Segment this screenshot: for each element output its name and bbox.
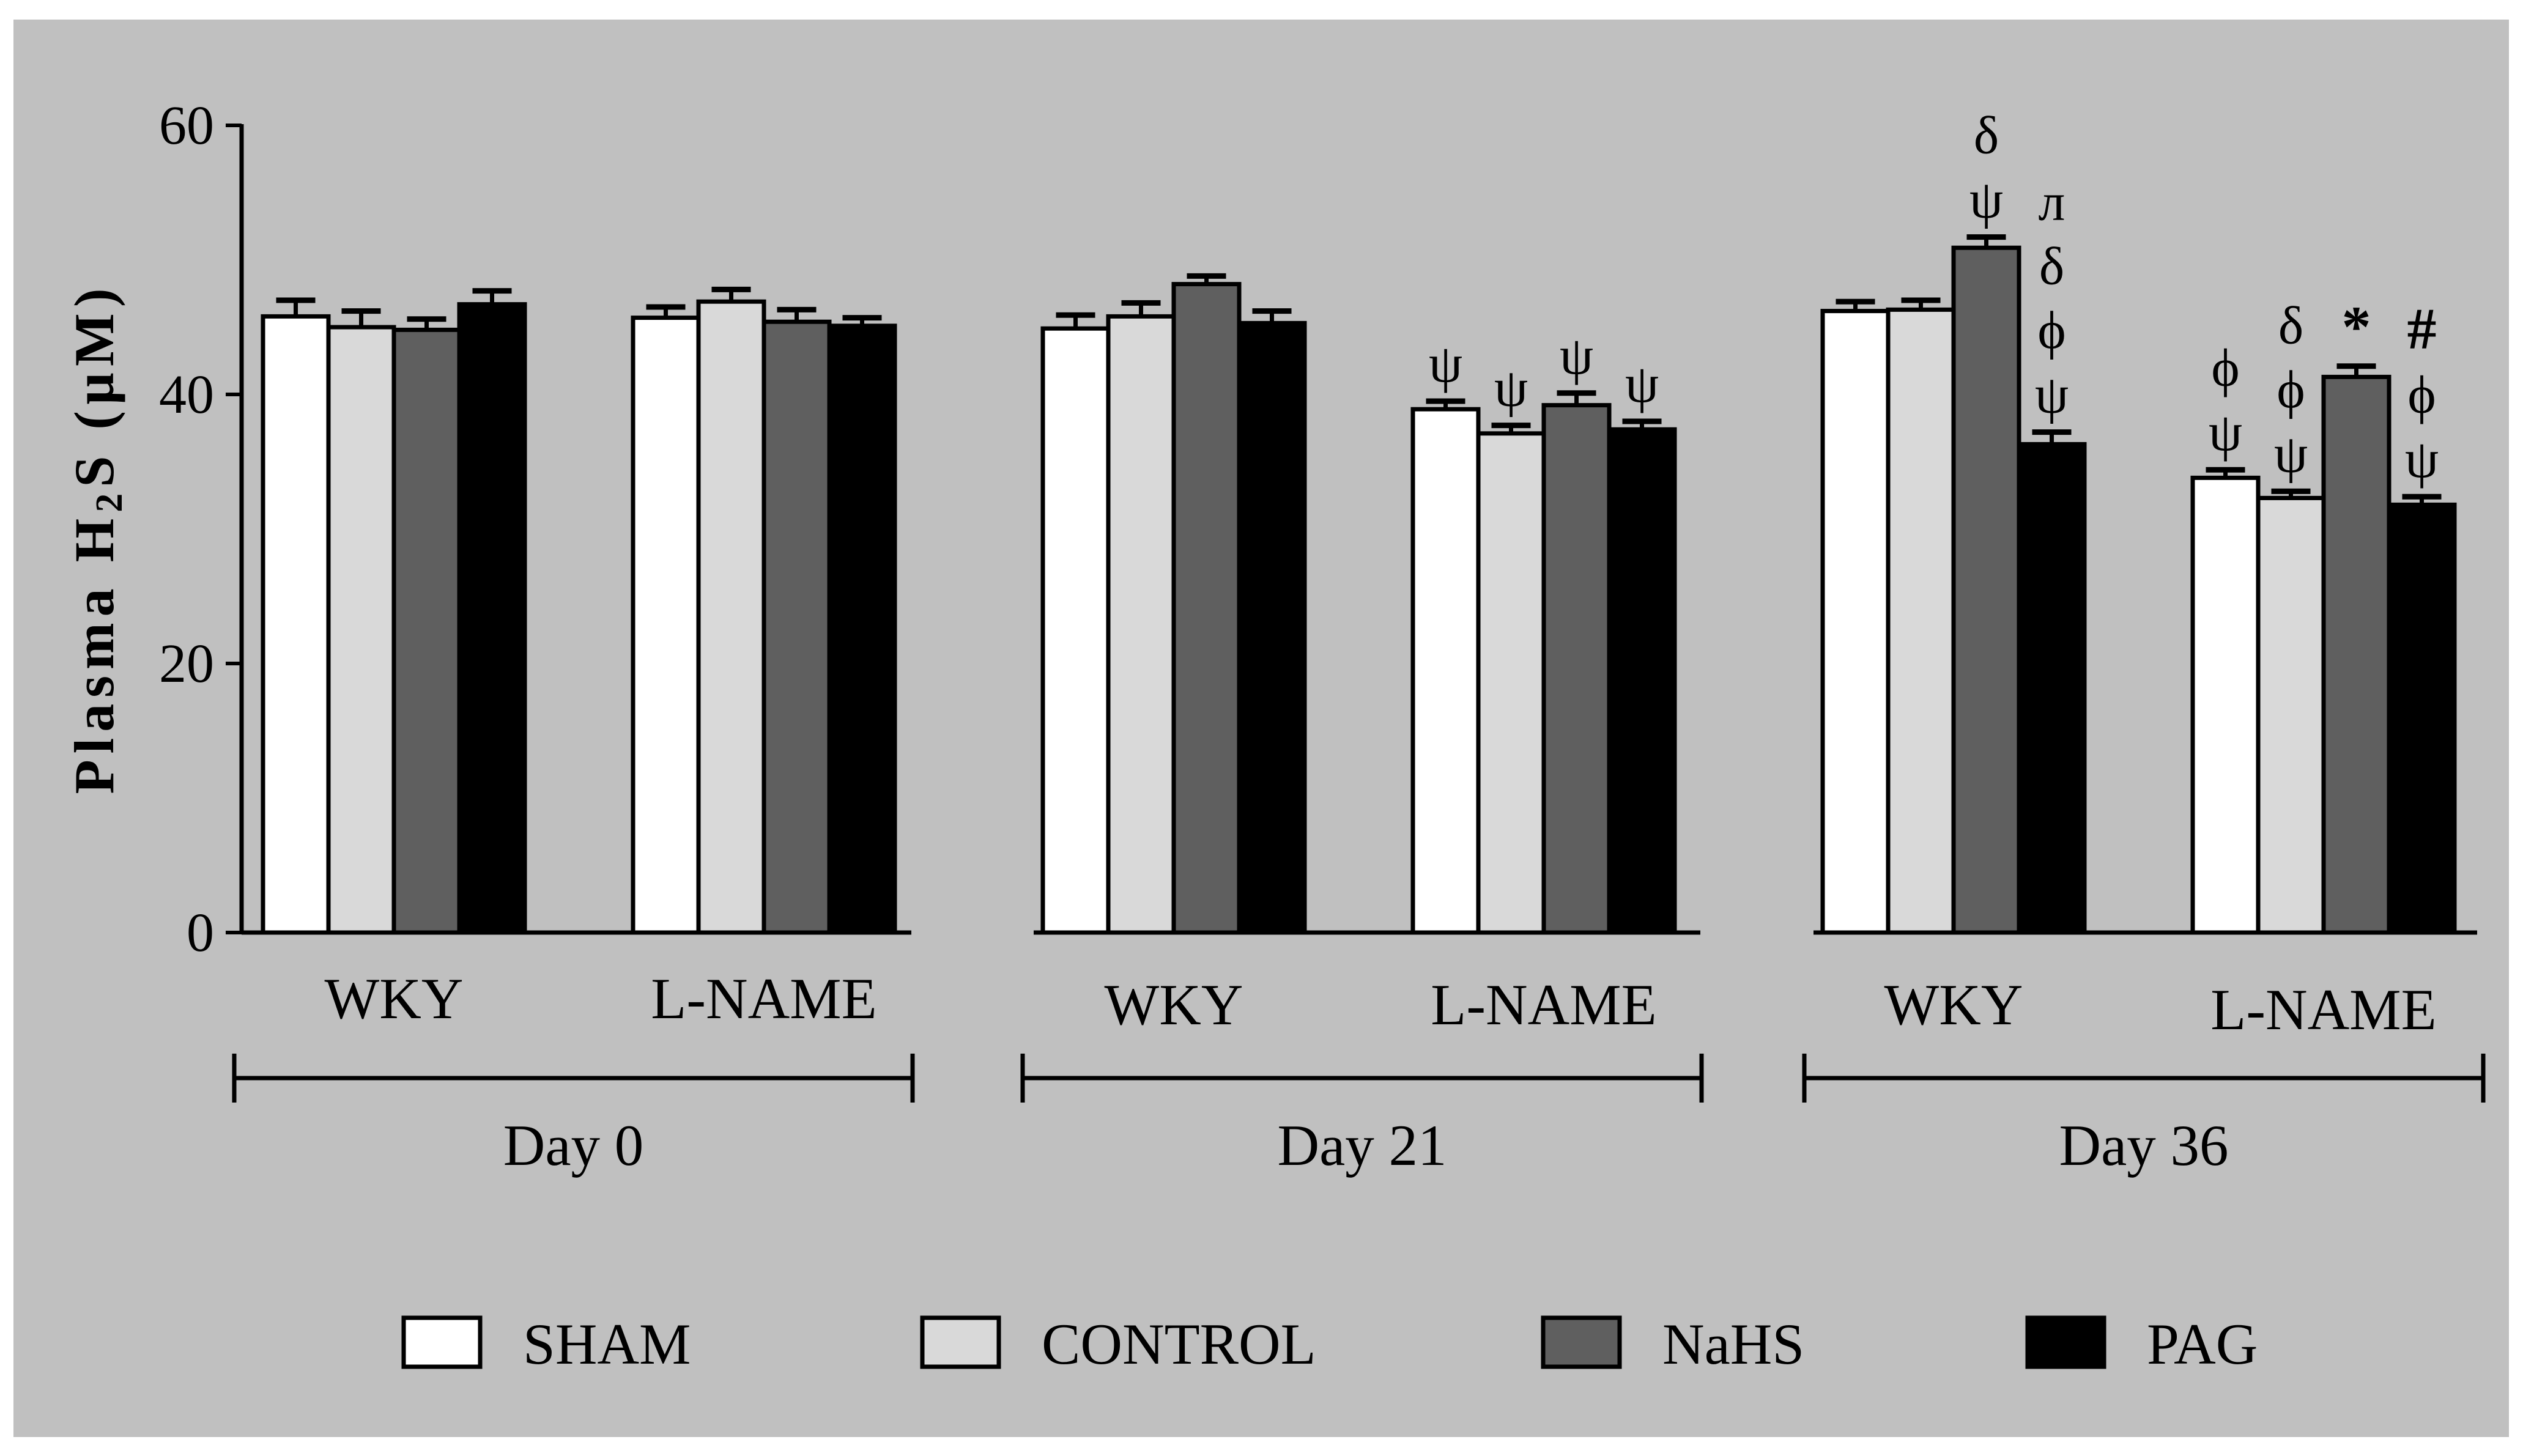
legend-label: NaHS <box>1662 1312 1804 1377</box>
y-axis-label-subscript: 2 <box>89 487 130 512</box>
bar-nahs <box>2321 374 2391 935</box>
group-label: WKY <box>1884 972 2023 1037</box>
bar-pag <box>1607 427 1677 935</box>
significance-mark: ψ <box>2274 424 2308 484</box>
significance-mark: ψ <box>1560 327 1593 386</box>
y-axis-label: Plasma H2S (µM) <box>63 282 130 794</box>
legend-swatch-nahs <box>1541 1315 1622 1369</box>
bar-nahs <box>1541 403 1612 935</box>
bar-sham <box>2190 475 2261 935</box>
group-label: L-NAME <box>2210 977 2436 1042</box>
y-tick-label: 20 <box>159 634 214 694</box>
significance-mark: ψ <box>1494 359 1528 418</box>
period-label: Day 36 <box>2059 1113 2228 1178</box>
significance-mark: ψ <box>2209 403 2242 462</box>
bar-nahs <box>1951 245 2021 935</box>
bar-pag <box>1237 320 1307 935</box>
bar-sham <box>261 314 331 935</box>
significance-mark: ϕ <box>2277 360 2305 419</box>
bar-control <box>1476 431 1546 935</box>
legend-swatch-pag <box>2025 1315 2106 1369</box>
bar-control <box>326 325 396 935</box>
bar-sham <box>1820 309 1891 935</box>
significance-mark: δ <box>1974 106 1999 166</box>
bar-pag <box>827 323 897 935</box>
group-label: WKY <box>1105 972 1243 1037</box>
significance-mark: δ <box>2278 296 2303 355</box>
significance-mark: л <box>2039 173 2065 232</box>
significance-mark: ψ <box>1625 355 1659 414</box>
bar-control <box>696 299 766 935</box>
bar-nahs <box>391 327 462 935</box>
significance-mark: ψ <box>1429 334 1462 394</box>
legend-swatch-control <box>920 1315 1001 1369</box>
y-axis-label-main: Plasma H <box>63 512 125 794</box>
significance-mark: * <box>2342 294 2371 360</box>
legend-label: PAG <box>2147 1312 2258 1377</box>
bar-sham <box>1040 326 1111 935</box>
bar-control <box>1106 314 1176 935</box>
period-label: Day 21 <box>1277 1113 1447 1178</box>
bar-nahs <box>761 319 832 935</box>
y-tick-label: 40 <box>159 364 214 425</box>
legend-label: CONTROL <box>1042 1312 1316 1377</box>
significance-mark: ψ <box>2405 430 2439 489</box>
period-label: Day 0 <box>503 1113 644 1178</box>
significance-mark: ψ <box>1969 171 2003 230</box>
group-label: L-NAME <box>1431 972 1656 1037</box>
bar-pag <box>2017 442 2087 935</box>
bar-control <box>1886 307 1956 935</box>
bar-pag <box>2387 502 2457 935</box>
significance-mark: ϕ <box>2211 339 2239 398</box>
significance-mark: ψ <box>2035 366 2069 425</box>
y-tick-label: 60 <box>159 95 214 156</box>
legend: SHAM CONTROL NaHS PAG <box>401 1312 2258 1377</box>
bar-control <box>2256 495 2326 935</box>
significance-mark: δ <box>2039 237 2064 297</box>
legend-swatch-sham <box>401 1315 483 1369</box>
y-tick-label: 0 <box>187 903 214 963</box>
bar-pag <box>457 302 527 935</box>
significance-mark: ϕ <box>2407 366 2436 425</box>
bar-sham <box>631 316 701 935</box>
y-axis-label-unit: S (µM) <box>63 282 125 487</box>
significance-mark: # <box>2407 296 2437 361</box>
bar-sham <box>1410 407 1481 935</box>
group-label: WKY <box>325 966 464 1031</box>
group-label: L-NAME <box>651 966 876 1031</box>
significance-mark: ϕ <box>2037 301 2065 361</box>
bar-nahs <box>1171 282 1242 935</box>
legend-label: SHAM <box>523 1312 691 1377</box>
